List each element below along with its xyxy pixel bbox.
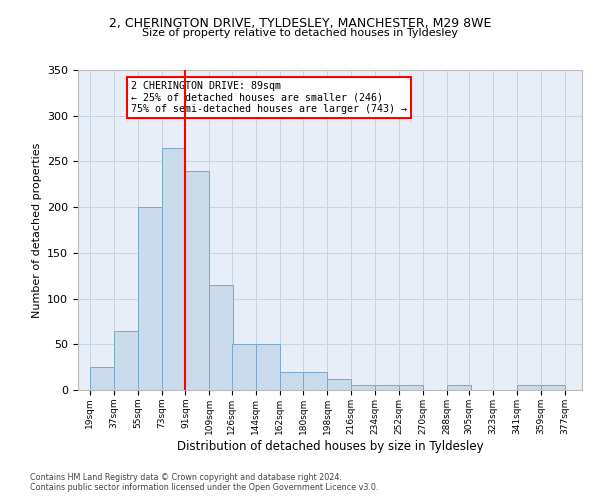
Text: Contains HM Land Registry data © Crown copyright and database right 2024.: Contains HM Land Registry data © Crown c… xyxy=(30,474,342,482)
X-axis label: Distribution of detached houses by size in Tyldesley: Distribution of detached houses by size … xyxy=(176,440,484,452)
Bar xyxy=(137,207,161,390)
Bar xyxy=(517,384,541,390)
Bar xyxy=(114,330,137,390)
Bar xyxy=(280,372,304,390)
Bar xyxy=(185,170,209,390)
Bar xyxy=(232,344,256,390)
Bar xyxy=(304,372,328,390)
Bar xyxy=(161,148,185,390)
Bar xyxy=(328,379,351,390)
Bar xyxy=(256,344,280,390)
Text: Size of property relative to detached houses in Tyldesley: Size of property relative to detached ho… xyxy=(142,28,458,38)
Bar xyxy=(541,386,565,390)
Bar xyxy=(209,285,233,390)
Text: 2 CHERINGTON DRIVE: 89sqm
← 25% of detached houses are smaller (246)
75% of semi: 2 CHERINGTON DRIVE: 89sqm ← 25% of detac… xyxy=(131,81,407,114)
Bar xyxy=(447,386,470,390)
Bar xyxy=(375,386,399,390)
Text: 2, CHERINGTON DRIVE, TYLDESLEY, MANCHESTER, M29 8WE: 2, CHERINGTON DRIVE, TYLDESLEY, MANCHEST… xyxy=(109,18,491,30)
Bar xyxy=(399,386,423,390)
Bar xyxy=(351,386,375,390)
Bar xyxy=(90,367,114,390)
Y-axis label: Number of detached properties: Number of detached properties xyxy=(32,142,41,318)
Text: Contains public sector information licensed under the Open Government Licence v3: Contains public sector information licen… xyxy=(30,484,379,492)
